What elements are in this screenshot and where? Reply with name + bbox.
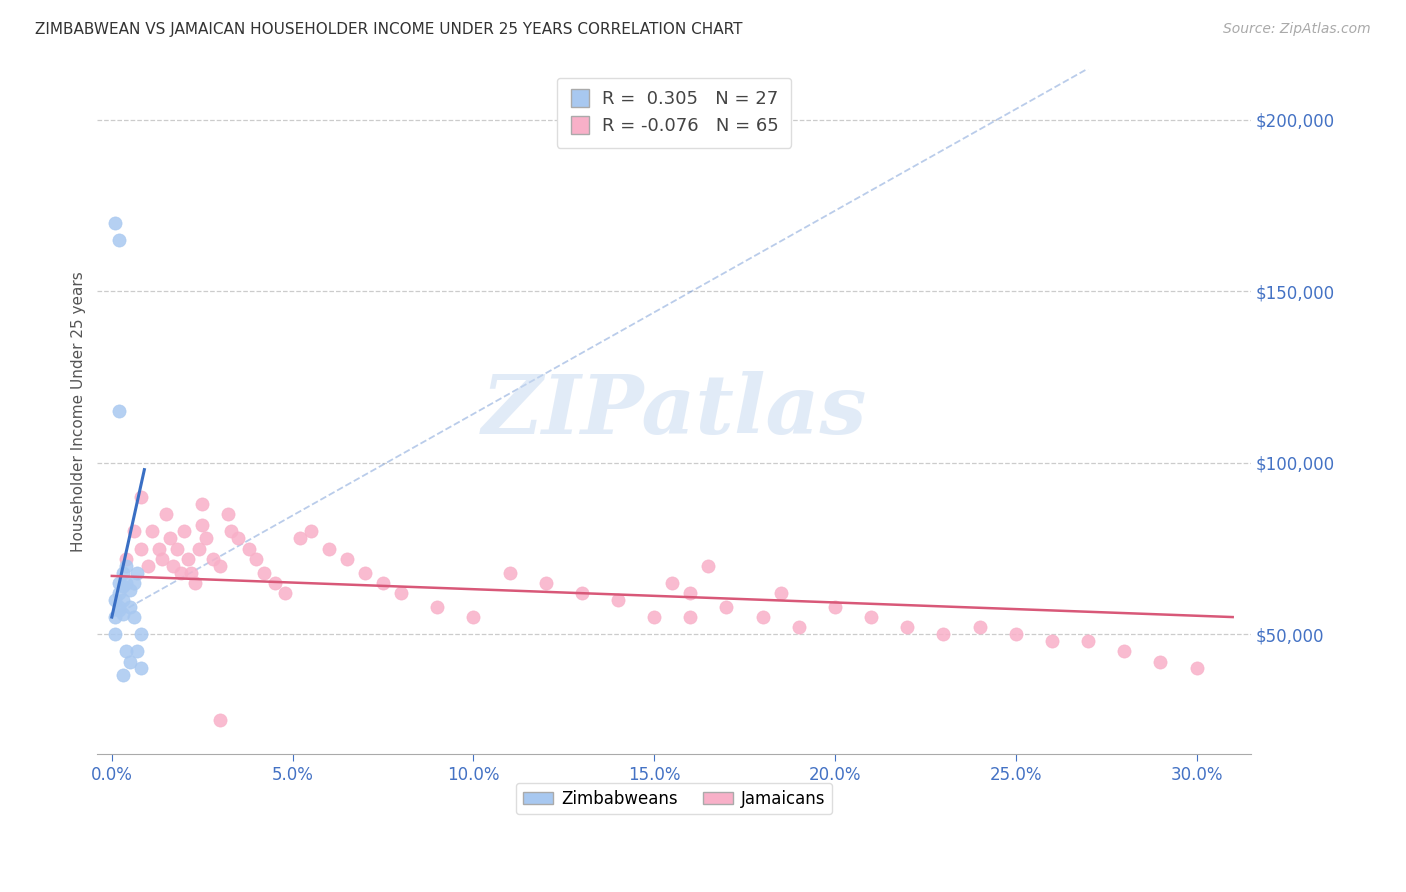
Point (111, 668, 134, 682)
Point (824, 599, 846, 614)
Point (104, 593, 127, 607)
Point (354, 566, 377, 580)
Point (860, 610, 883, 624)
Point (426, 599, 449, 614)
Text: Source: ZipAtlas.com: Source: ZipAtlas.com (1223, 22, 1371, 37)
Y-axis label: Householder Income Under 25 years: Householder Income Under 25 years (72, 271, 86, 552)
Point (111, 607, 134, 621)
Point (191, 517, 214, 532)
Point (679, 586, 702, 600)
Point (245, 551, 267, 566)
Point (209, 558, 232, 573)
Point (173, 524, 195, 539)
Point (115, 644, 138, 658)
Point (769, 586, 792, 600)
Point (263, 575, 285, 590)
Point (148, 541, 170, 556)
Point (607, 593, 630, 607)
Point (896, 620, 918, 634)
Point (194, 531, 217, 545)
Point (389, 586, 412, 600)
Point (1040, 634, 1063, 648)
Point (180, 566, 202, 580)
Point (115, 575, 138, 590)
Point (1077, 634, 1099, 648)
Point (108, 586, 131, 600)
Point (118, 582, 141, 597)
Point (1185, 661, 1208, 675)
Point (751, 610, 773, 624)
Point (643, 610, 665, 624)
Point (111, 593, 134, 607)
Point (141, 524, 163, 539)
Point (299, 524, 322, 539)
Point (159, 531, 181, 545)
Point (1149, 655, 1171, 669)
Point (127, 566, 149, 580)
Point (122, 610, 145, 624)
Point (152, 551, 174, 566)
Point (716, 599, 738, 614)
Point (108, 404, 131, 418)
Point (127, 644, 149, 658)
Point (228, 531, 250, 545)
Point (118, 655, 141, 669)
Point (155, 507, 177, 521)
Point (108, 599, 131, 614)
Point (111, 579, 134, 593)
Point (115, 558, 138, 573)
Point (129, 541, 152, 556)
Point (118, 599, 141, 614)
Point (136, 558, 159, 573)
Point (177, 551, 200, 566)
Point (274, 586, 297, 600)
Point (108, 603, 131, 617)
Point (217, 507, 239, 521)
Point (129, 661, 152, 675)
Point (115, 551, 138, 566)
Text: ZIMBABWEAN VS JAMAICAN HOUSEHOLDER INCOME UNDER 25 YEARS CORRELATION CHART: ZIMBABWEAN VS JAMAICAN HOUSEHOLDER INCOM… (35, 22, 742, 37)
Point (191, 497, 214, 511)
Point (288, 531, 311, 545)
Point (111, 566, 134, 580)
Point (162, 558, 184, 573)
Point (371, 575, 394, 590)
Point (129, 627, 152, 641)
Point (498, 566, 520, 580)
Text: ZIPatlas: ZIPatlas (481, 371, 868, 451)
Point (129, 490, 152, 504)
Point (661, 575, 683, 590)
Point (336, 551, 359, 566)
Point (787, 620, 810, 634)
Point (184, 575, 207, 590)
Point (932, 627, 955, 641)
Point (122, 575, 145, 590)
Point (253, 566, 276, 580)
Point (534, 575, 557, 590)
Point (209, 713, 232, 727)
Point (238, 541, 260, 556)
Point (571, 586, 593, 600)
Point (108, 233, 131, 247)
Point (104, 216, 127, 230)
Point (969, 620, 991, 634)
Point (169, 566, 191, 580)
Point (104, 627, 127, 641)
Point (219, 524, 242, 539)
Point (187, 541, 209, 556)
Point (463, 610, 485, 624)
Point (697, 558, 720, 573)
Point (202, 551, 225, 566)
Point (104, 610, 127, 624)
Point (108, 575, 131, 590)
Point (166, 541, 188, 556)
Point (679, 610, 702, 624)
Point (122, 524, 145, 539)
Legend: Zimbabweans, Jamaicans: Zimbabweans, Jamaicans (516, 783, 832, 814)
Point (1114, 644, 1136, 658)
Point (1004, 627, 1026, 641)
Point (318, 541, 340, 556)
